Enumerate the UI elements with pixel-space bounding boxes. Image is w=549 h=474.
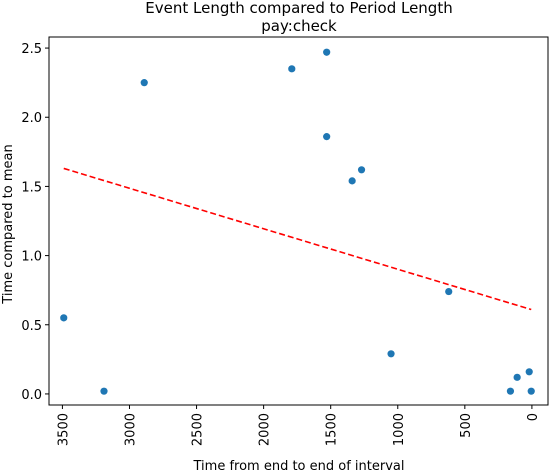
y-tick-label: 0.0 [21,388,42,403]
data-point [100,387,108,395]
x-tick-label: 2500 [191,413,206,446]
data-point [387,350,395,358]
data-point [348,177,356,185]
x-tick-label: 1500 [325,413,340,446]
data-point [288,65,296,73]
y-tick-label: 2.5 [21,42,42,57]
data-point [525,368,533,376]
y-axis-label: Time compared to mean [1,144,16,304]
data-point [357,166,366,174]
data-point [140,79,148,87]
chart-subtitle: pay:check [261,17,337,35]
x-tick-label: 0 [526,413,541,421]
x-axis-label: Time from end to end of interval [193,459,405,474]
chart-title: Event Length compared to Period Length [145,0,452,17]
plot-area: 3500 3000 2500 2000 1500 1000 500 0 0.0 0.5 1.0 1.5… [21,36,549,446]
y-tick-label: 2.0 [21,111,42,126]
y-tick-label: 1.0 [21,250,42,265]
data-point [323,133,331,141]
x-tick-label: 1000 [392,413,407,446]
data-point [527,387,535,395]
data-point [323,48,331,56]
data-point [60,314,68,322]
data-point [506,387,515,395]
y-tick-label: 1.5 [21,180,42,195]
x-tick-label: 2000 [258,413,273,446]
trend-line [63,167,532,311]
data-point [445,287,453,296]
plot-frame [48,36,549,406]
x-tick-label: 500 [459,413,474,438]
x-tick-label: 3000 [123,413,138,446]
data-point [513,373,521,381]
x-tick-label: 3500 [56,413,71,446]
y-tick-label: 0.5 [21,319,42,334]
